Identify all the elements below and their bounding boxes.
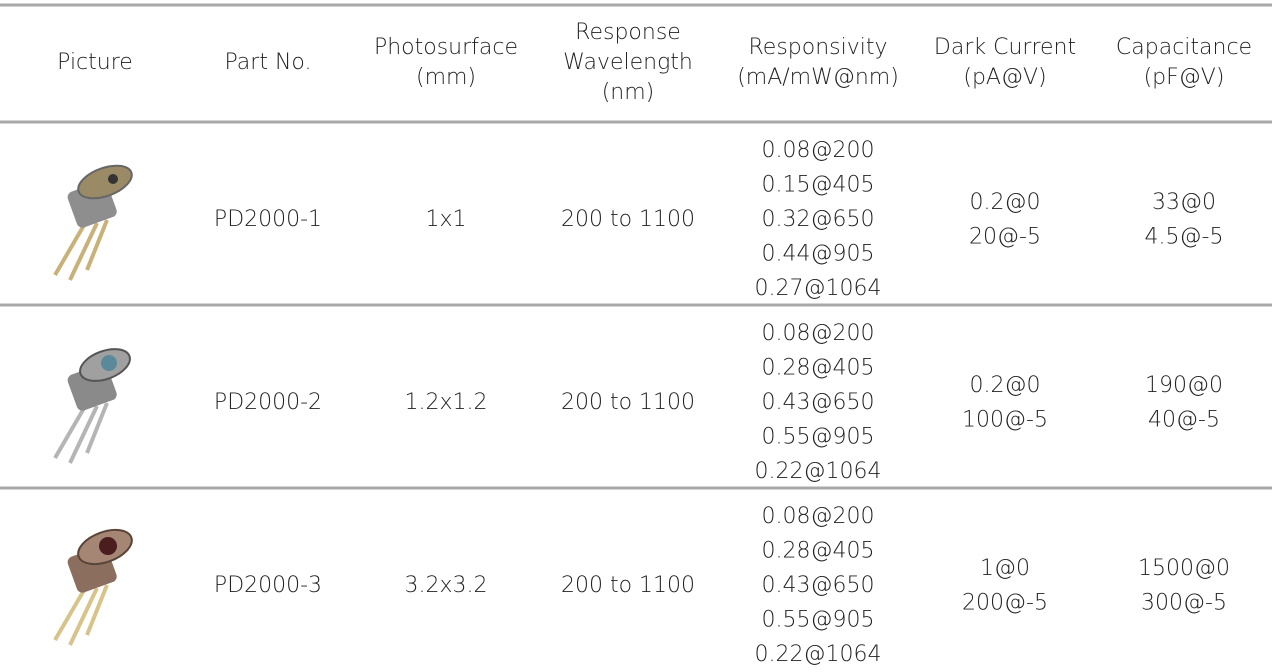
table-cell: 0.44@905 xyxy=(762,242,875,267)
table-cell: 0.43@650 xyxy=(762,573,875,598)
table-cell: 0.27@1064 xyxy=(755,276,882,301)
table-cell: 4.5@-5 xyxy=(1145,224,1224,249)
header-cell: Picture xyxy=(57,50,133,75)
header-cell: Photosurface xyxy=(374,35,518,60)
table-cell: 0.32@650 xyxy=(762,207,875,232)
table-cell: 300@-5 xyxy=(1141,590,1227,615)
table-cell: 0.22@1064 xyxy=(755,642,882,667)
header-cell: Wavelength xyxy=(563,50,693,75)
table-cell: 1500@0 xyxy=(1138,556,1230,581)
table-cell: 33@0 xyxy=(1152,190,1216,215)
header-cell: Responsivity xyxy=(748,35,887,60)
header-cell: Part No. xyxy=(225,50,312,75)
table-cell: 0.08@200 xyxy=(762,321,875,346)
table-cell: 0.2@0 xyxy=(970,373,1041,398)
table-cell: 3.2x3.2 xyxy=(405,573,488,598)
photodiode-image xyxy=(53,348,131,464)
photodiode-image xyxy=(53,528,133,646)
header-cell: (pF@V) xyxy=(1144,65,1225,90)
table-cell: PD2000-3 xyxy=(214,573,322,598)
table-cell: 190@0 xyxy=(1145,373,1223,398)
table-cell: 0.55@905 xyxy=(762,608,875,633)
header-cell: (nm) xyxy=(602,80,655,105)
header-cell: Capacitance xyxy=(1116,35,1252,60)
table-cell: PD2000-1 xyxy=(214,207,322,232)
table-cell: 20@-5 xyxy=(969,224,1041,249)
table-cell: 200 to 1100 xyxy=(561,207,695,232)
header-cell: Dark Current xyxy=(934,35,1076,60)
table-cell: 0.2@0 xyxy=(970,190,1041,215)
table-cell: 0.22@1064 xyxy=(755,459,882,484)
header-cell: (mm) xyxy=(416,65,476,90)
table-cell: 0.55@905 xyxy=(762,425,875,450)
table-cell: 40@-5 xyxy=(1148,407,1220,432)
table-cell: 200 to 1100 xyxy=(561,573,695,598)
table-cell: 0.43@650 xyxy=(762,390,875,415)
table-cell: 0.08@200 xyxy=(762,138,875,163)
table-cell: 200@-5 xyxy=(962,590,1048,615)
table-cell: 1x1 xyxy=(425,207,466,232)
header-cell: (mA/mW@nm) xyxy=(737,65,899,90)
table-cell: 1.2x1.2 xyxy=(405,390,488,415)
table-cell: 100@-5 xyxy=(962,407,1048,432)
table-cell: 200 to 1100 xyxy=(561,390,695,415)
table-cell: 0.08@200 xyxy=(762,504,875,529)
table-cell: 1@0 xyxy=(980,556,1030,581)
header-cell: Response xyxy=(575,20,681,45)
photodiode-image xyxy=(53,164,133,281)
table-cell: 0.28@405 xyxy=(762,356,875,381)
header-cell: (pA@V) xyxy=(963,65,1046,90)
table-cell: PD2000-2 xyxy=(214,390,322,415)
table-cell: 0.15@405 xyxy=(762,173,875,198)
table-cell: 0.28@405 xyxy=(762,539,875,564)
